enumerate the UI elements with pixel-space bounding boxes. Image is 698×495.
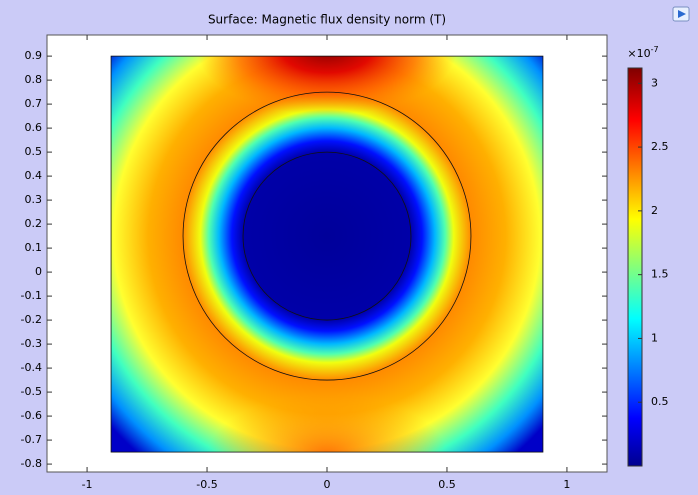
colorbar-tick-label: 1 [651, 331, 658, 344]
colorbar-tick-label: 2 [651, 204, 658, 217]
y-tick-label: 0.3 [25, 193, 43, 206]
x-tick-label: 1 [563, 478, 570, 491]
colorbar-multiplier: ×10 [627, 47, 650, 60]
surface [111, 56, 543, 453]
y-tick-label: 0.6 [25, 121, 43, 134]
domain-boundary [110, 55, 544, 453]
surface-field [111, 56, 543, 453]
x-tick-label: 0 [324, 478, 331, 491]
y-tick-label: -0.4 [21, 361, 42, 374]
y-tick-label: 0.8 [25, 73, 43, 86]
colorbar-tick-label: 3 [651, 76, 658, 89]
x-tick-label: 0.5 [438, 478, 456, 491]
y-tick-label: 0.5 [25, 145, 43, 158]
y-tick-label: 0.2 [25, 217, 43, 230]
y-tick-label: 0.4 [25, 169, 43, 182]
circle-boundary [242, 151, 412, 321]
y-tick-label: 0.1 [25, 241, 43, 254]
y-tick-label: 0.9 [25, 49, 43, 62]
y-tick-label: -0.5 [21, 385, 42, 398]
colorbar-tick-label: 2.5 [651, 140, 669, 153]
toolbar-icon[interactable] [672, 6, 690, 22]
x-tick-label: -1 [82, 478, 93, 491]
y-tick-label: -0.8 [21, 457, 42, 470]
colorbar [627, 67, 643, 467]
colorbar-tick-label: 0.5 [651, 395, 669, 408]
colorbar-multiplier: ×10-7 [627, 45, 658, 61]
y-tick-label: -0.3 [21, 337, 42, 350]
chart-title: Surface: Magnetic flux density norm (T) [208, 13, 446, 27]
y-tick-label: -0.2 [21, 313, 42, 326]
y-tick-label: 0.7 [25, 97, 43, 110]
colorbar-tick-label: 1.5 [651, 268, 669, 281]
y-tick-label: 0 [35, 265, 42, 278]
circle-boundary [182, 91, 472, 381]
y-tick-label: -0.6 [21, 409, 42, 422]
y-tick-label: -0.1 [21, 289, 42, 302]
x-tick-label: -0.5 [196, 478, 217, 491]
colorbar-exponent: -7 [651, 45, 659, 54]
y-tick-label: -0.7 [21, 433, 42, 446]
